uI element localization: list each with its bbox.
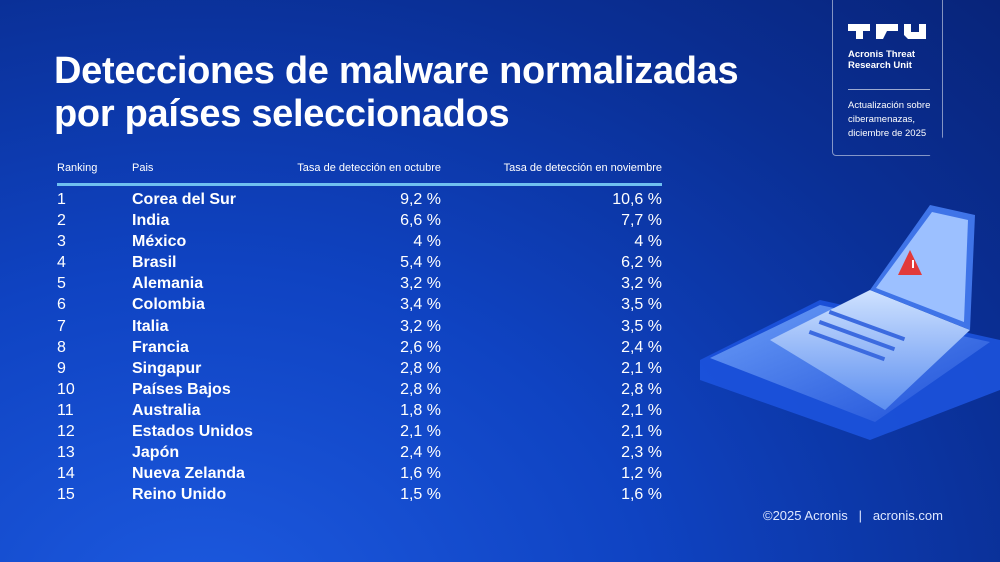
cell-country: Singapur <box>132 359 202 377</box>
footer-separator: | <box>858 508 862 523</box>
header-divider <box>57 183 662 186</box>
copyright: ©2025 Acronis <box>763 508 848 523</box>
cell-country: Japón <box>132 444 180 462</box>
cell-ranking: 4 <box>57 254 66 272</box>
cell-october-rate: 4 % <box>413 233 441 251</box>
cell-november-rate: 2,3 % <box>621 444 662 462</box>
cell-november-rate: 3,5 % <box>621 317 662 335</box>
cell-ranking: 12 <box>57 423 75 441</box>
cell-country: México <box>132 233 187 251</box>
cell-october-rate: 2,6 % <box>400 338 441 356</box>
cell-country: Italia <box>132 317 169 335</box>
cell-october-rate: 1,8 % <box>400 401 441 419</box>
table-header: Ranking Pais Tasa de detección en octubr… <box>57 162 662 183</box>
cell-ranking: 3 <box>57 233 66 251</box>
cell-october-rate: 9,2 % <box>400 191 441 208</box>
footer: ©2025 Acronis | acronis.com <box>763 508 943 523</box>
cell-october-rate: 1,5 % <box>400 486 441 504</box>
cell-ranking: 7 <box>57 317 66 335</box>
title-line-1: Detecciones de malware normalizadas <box>54 50 739 92</box>
cell-ranking: 13 <box>57 444 75 462</box>
header-october: Tasa de detección en octubre <box>297 162 441 174</box>
table-row: 2 India 6,6 % 7,7 % <box>57 212 662 233</box>
cell-country: Nueva Zelanda <box>132 465 245 483</box>
cell-country: Colombia <box>132 296 205 314</box>
table-row: 5 Alemania 3,2 % 3,2 % <box>57 275 662 296</box>
cell-november-rate: 2,8 % <box>621 380 662 398</box>
cell-ranking: 2 <box>57 212 66 230</box>
tru-logo-icon <box>848 24 926 39</box>
header-country: Pais <box>132 162 154 174</box>
cell-october-rate: 3,4 % <box>400 296 441 314</box>
cell-october-rate: 3,2 % <box>400 275 441 293</box>
cell-october-rate: 2,4 % <box>400 444 441 462</box>
cell-november-rate: 3,5 % <box>621 296 662 314</box>
table-row: 15 Reino Unido 1,5 % 1,6 % <box>57 486 662 507</box>
table-row: 3 México 4 % 4 % <box>57 233 662 254</box>
cell-ranking: 5 <box>57 275 66 293</box>
header-ranking: Ranking <box>57 162 98 174</box>
cell-country: Reino Unido <box>132 486 227 504</box>
detection-table: Ranking Pais Tasa de detección en octubr… <box>57 162 662 507</box>
laptop-warning-illustration <box>700 205 1000 440</box>
cell-november-rate: 2,1 % <box>621 401 662 419</box>
cell-october-rate: 5,4 % <box>400 254 441 272</box>
cell-november-rate: 2,1 % <box>621 359 662 377</box>
cell-ranking: 9 <box>57 359 66 377</box>
table-row: 13 Japón 2,4 % 2,3 % <box>57 444 662 465</box>
cell-november-rate: 6,2 % <box>621 254 662 272</box>
cell-ranking: 14 <box>57 465 75 483</box>
cell-november-rate: 2,1 % <box>621 423 662 441</box>
table-row: 6 Colombia 3,4 % 3,5 % <box>57 296 662 317</box>
badge-update: Actualización sobre ciberamenazas, dicie… <box>848 100 931 139</box>
badge-org: Acronis Threat Research Unit <box>848 49 916 71</box>
cell-october-rate: 2,8 % <box>400 359 441 377</box>
cell-october-rate: 3,2 % <box>400 317 441 335</box>
cell-november-rate: 4 % <box>634 233 662 251</box>
table-row: 10 Países Bajos 2,8 % 2,8 % <box>57 381 662 402</box>
cell-november-rate: 7,7 % <box>621 212 662 230</box>
cell-october-rate: 2,1 % <box>400 423 441 441</box>
table-row: 7 Italia 3,2 % 3,5 % <box>57 318 662 339</box>
table-row: 9 Singapur 2,8 % 2,1 % <box>57 360 662 381</box>
cell-ranking: 10 <box>57 380 75 398</box>
cell-ranking: 15 <box>57 486 75 504</box>
title-line-2: por países seleccionados <box>54 93 510 135</box>
cell-ranking: 11 <box>57 401 74 419</box>
cell-ranking: 1 <box>57 191 66 208</box>
badge-divider <box>848 89 930 90</box>
cell-country: Alemania <box>132 275 204 293</box>
cell-country: Australia <box>132 401 201 419</box>
cell-country: Brasil <box>132 254 177 272</box>
website-link[interactable]: acronis.com <box>872 508 943 523</box>
cell-country: Francia <box>132 338 189 356</box>
cell-country: Países Bajos <box>132 380 231 398</box>
cell-country: India <box>132 212 170 230</box>
cell-ranking: 8 <box>57 338 66 356</box>
table-row: 12 Estados Unidos 2,1 % 2,1 % <box>57 423 662 444</box>
tru-badge: Acronis Threat Research Unit Actualizaci… <box>832 0 943 156</box>
cell-country: Estados Unidos <box>132 423 253 441</box>
table-row: 4 Brasil 5,4 % 6,2 % <box>57 254 662 275</box>
cell-november-rate: 2,4 % <box>621 338 662 356</box>
table-row: 8 Francia 2,6 % 2,4 % <box>57 339 662 360</box>
table-row: 1 Corea del Sur 9,2 % 10,6 % <box>57 191 662 212</box>
cell-ranking: 6 <box>57 296 66 314</box>
cell-november-rate: 3,2 % <box>621 275 662 293</box>
cell-country: Corea del Sur <box>132 191 237 208</box>
cell-november-rate: 1,6 % <box>621 486 662 504</box>
cell-october-rate: 2,8 % <box>400 380 441 398</box>
cell-november-rate: 10,6 % <box>612 191 662 208</box>
page-title: Detecciones de malware normalizadas por … <box>54 50 739 136</box>
table-row: 11 Australia 1,8 % 2,1 % <box>57 402 662 423</box>
cell-november-rate: 1,2 % <box>621 465 662 483</box>
cell-october-rate: 1,6 % <box>400 465 441 483</box>
header-november: Tasa de detección en noviembre <box>503 162 662 174</box>
table-row: 14 Nueva Zelanda 1,6 % 1,2 % <box>57 465 662 486</box>
cell-october-rate: 6,6 % <box>400 212 441 230</box>
